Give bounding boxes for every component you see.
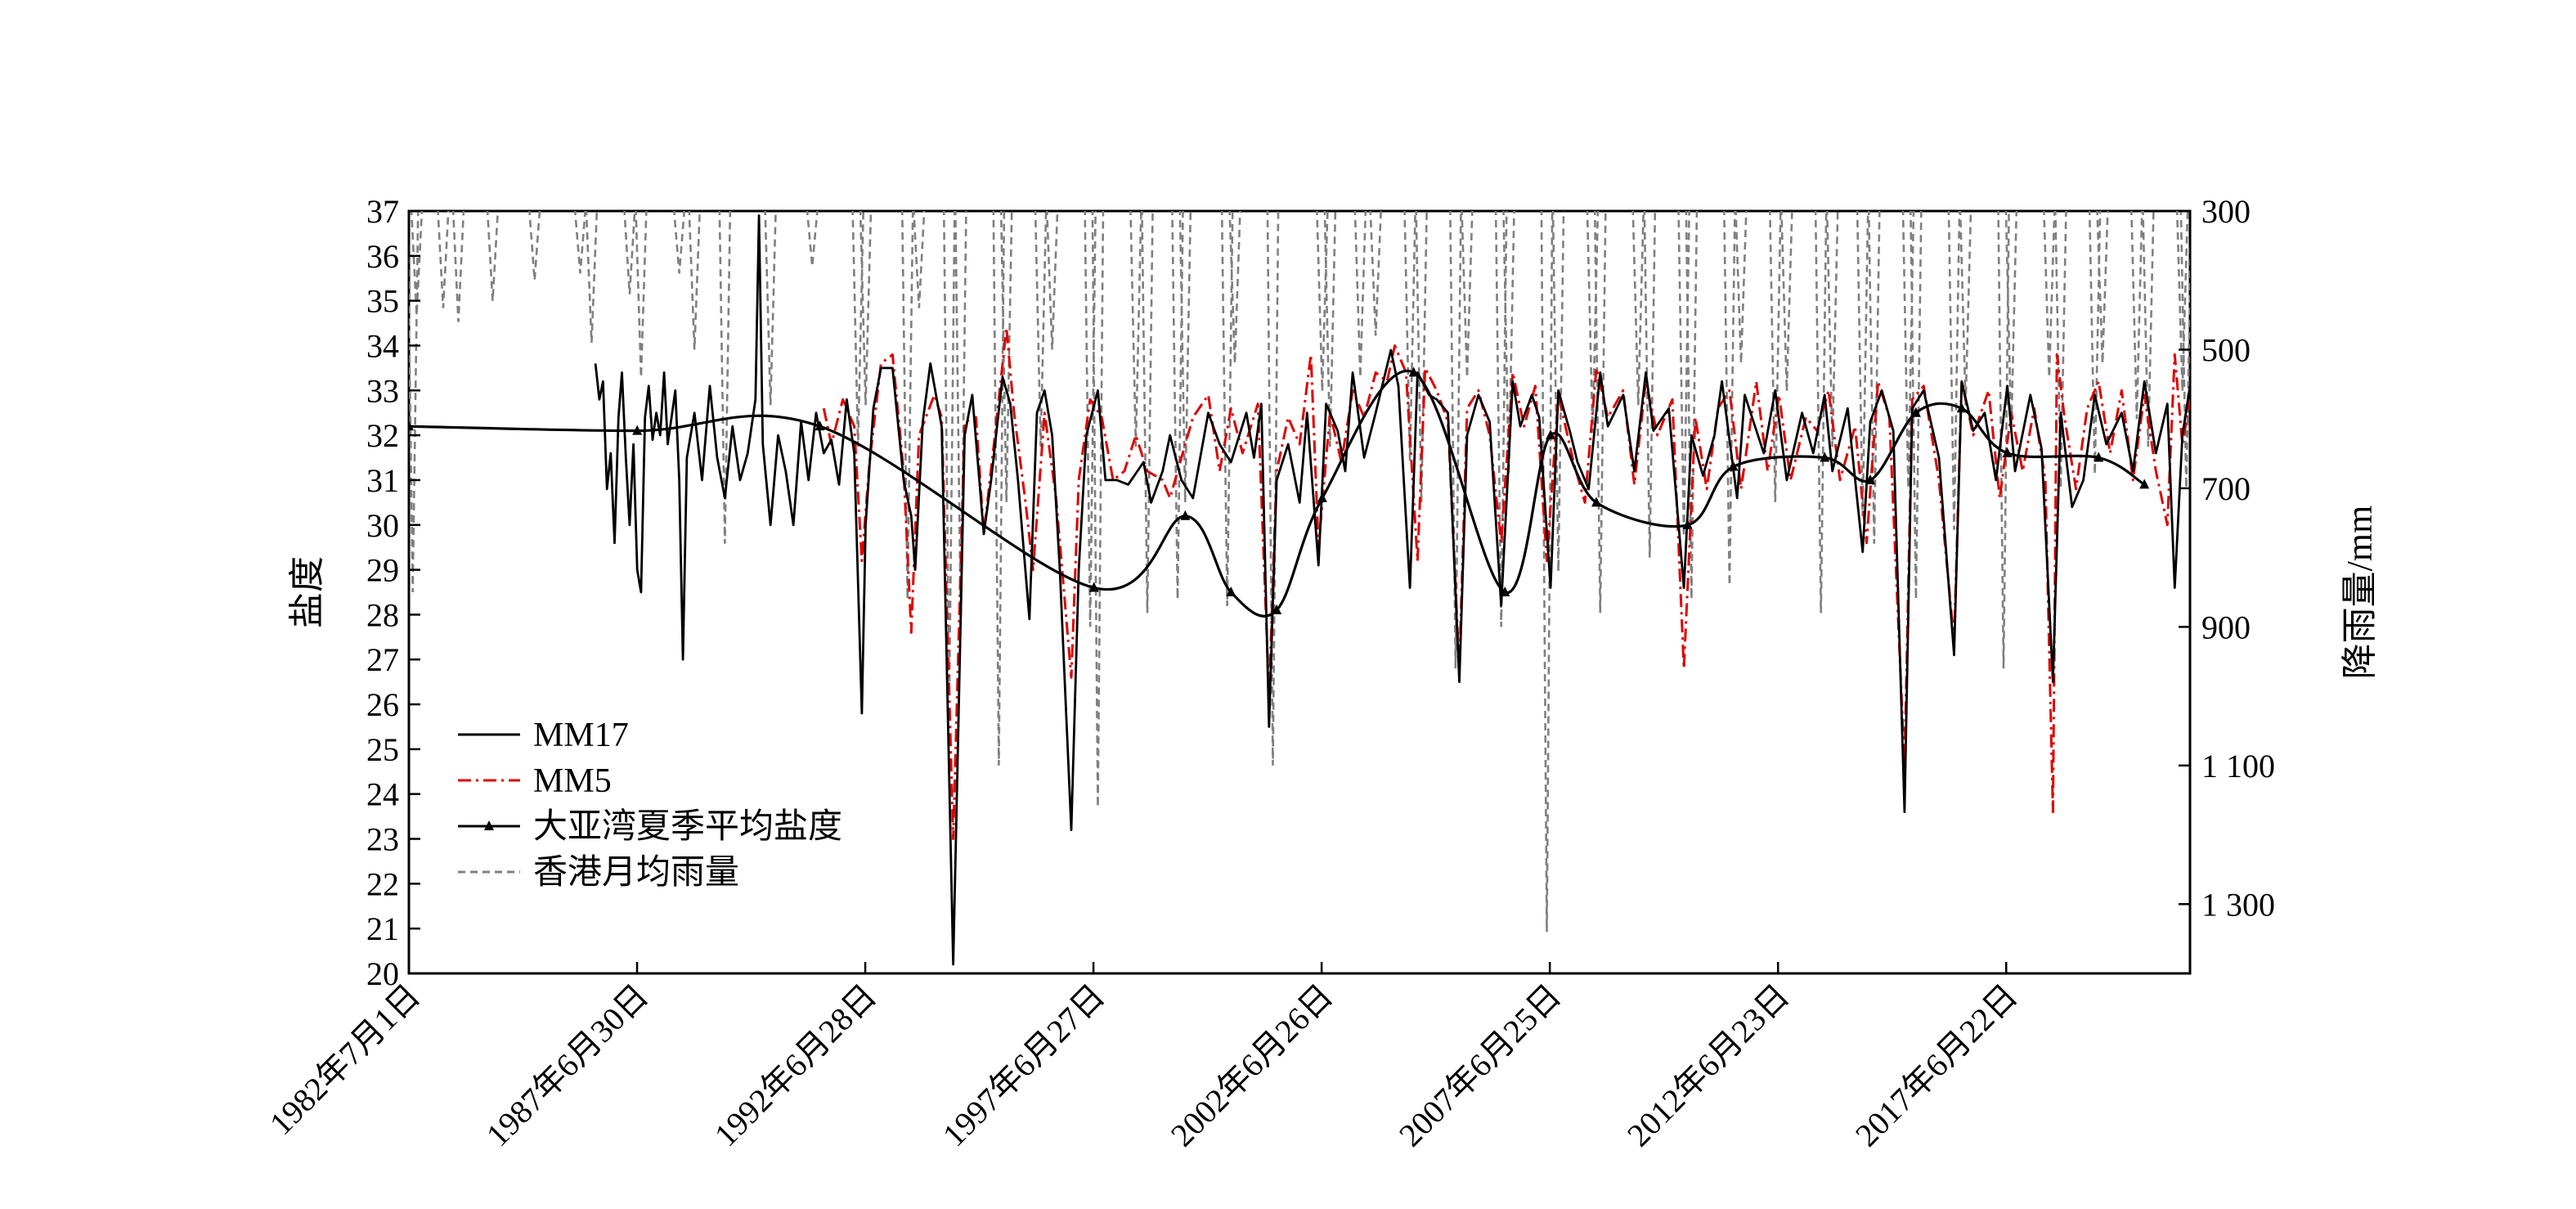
left-axis-tick-label: 20 bbox=[366, 955, 399, 992]
summer-average-marker bbox=[1226, 587, 1236, 596]
right-axis-tick-label: 1 100 bbox=[2201, 748, 2275, 784]
left-axis-tick-label: 35 bbox=[366, 283, 399, 320]
left-axis-tick-label: 24 bbox=[366, 776, 399, 813]
summer-average-marker bbox=[1956, 402, 1967, 413]
x-axis-tick-label: 2002年6月26日 bbox=[1164, 978, 1340, 1154]
summer-average-marker bbox=[2094, 452, 2104, 462]
left-axis-tick-label: 22 bbox=[366, 865, 399, 902]
summer-average-marker bbox=[1500, 587, 1510, 596]
left-axis-tick-label: 34 bbox=[366, 327, 399, 364]
summer-average-marker bbox=[1317, 492, 1327, 502]
mm5-line bbox=[822, 326, 2190, 840]
left-axis-tick-label: 32 bbox=[366, 417, 399, 454]
x-axis-tick-label: 2017年6月22日 bbox=[1848, 978, 2025, 1154]
left-axis-tick-label: 25 bbox=[366, 731, 399, 768]
left-axis-title: 盐度 bbox=[287, 556, 327, 628]
summer-average-marker bbox=[1088, 582, 1099, 592]
right-axis-tick-label: 900 bbox=[2201, 609, 2251, 645]
summer-average-marker bbox=[2002, 447, 2013, 458]
right-axis-tick-label: 700 bbox=[2201, 470, 2251, 507]
left-axis-tick-label: 33 bbox=[366, 372, 399, 409]
summer-average-line bbox=[409, 369, 2146, 618]
right-axis-tick-label: 300 bbox=[2201, 193, 2251, 230]
summer-average-marker bbox=[1682, 519, 1693, 529]
left-axis-tick-label: 31 bbox=[366, 462, 399, 499]
summer-average-marker bbox=[815, 420, 825, 431]
summer-average-marker bbox=[1865, 474, 1876, 484]
left-axis-tick-label: 28 bbox=[366, 596, 399, 633]
summer-average-marker bbox=[1910, 407, 1921, 417]
summer-average-marker bbox=[1820, 452, 1830, 462]
left-axis-tick-label: 29 bbox=[366, 552, 399, 589]
x-axis-tick-label: 1982年7月1日 bbox=[263, 978, 428, 1143]
right-axis-title: 降雨量/mm bbox=[2340, 506, 2380, 680]
legend-label: MM5 bbox=[533, 762, 612, 800]
mm17-line bbox=[594, 214, 2190, 966]
right-axis-tick-label: 1 300 bbox=[2201, 886, 2275, 923]
legend-label: MM17 bbox=[533, 717, 629, 754]
summer-average-marker bbox=[1272, 604, 1282, 614]
plot-frame bbox=[407, 209, 2192, 975]
x-axis-tick-label: 2007年6月25日 bbox=[1392, 978, 1568, 1154]
left-axis-tick-label: 23 bbox=[366, 821, 399, 858]
left-axis-tick-label: 37 bbox=[366, 193, 399, 230]
x-axis-tick-label: 1987年6月30日 bbox=[479, 978, 656, 1154]
legend-marker bbox=[484, 820, 494, 830]
summer-average-marker bbox=[1408, 366, 1419, 377]
summer-average-marker bbox=[1546, 429, 1556, 440]
legend-label: 香港月均雨量 bbox=[533, 854, 739, 892]
x-axis-tick-label: 2012年6月23日 bbox=[1620, 978, 1797, 1154]
summer-average-marker bbox=[1591, 497, 1602, 507]
summer-average-marker bbox=[409, 420, 414, 431]
summer-average-marker bbox=[632, 425, 643, 435]
summer-average-marker bbox=[1180, 510, 1191, 520]
left-axis-tick-label: 21 bbox=[366, 910, 399, 947]
mm17-series-layer bbox=[594, 214, 2190, 966]
left-axis-tick-label: 36 bbox=[366, 238, 399, 275]
left-axis-tick-label: 26 bbox=[366, 686, 399, 723]
x-axis-tick-label: 1992年6月28日 bbox=[707, 978, 884, 1154]
summer-average-marker bbox=[2139, 479, 2150, 489]
mm5-series-layer bbox=[822, 326, 2190, 840]
summer-average-series-layer bbox=[409, 366, 2150, 618]
summer-average-marker bbox=[1728, 461, 1739, 471]
left-axis-tick-label: 30 bbox=[366, 507, 399, 544]
left-axis-tick-label: 27 bbox=[366, 641, 399, 678]
x-axis-tick-label: 1997年6月27日 bbox=[936, 978, 1112, 1154]
legend-label: 大亚湾夏季平均盐度 bbox=[533, 807, 842, 846]
right-axis-tick-label: 500 bbox=[2201, 331, 2251, 368]
